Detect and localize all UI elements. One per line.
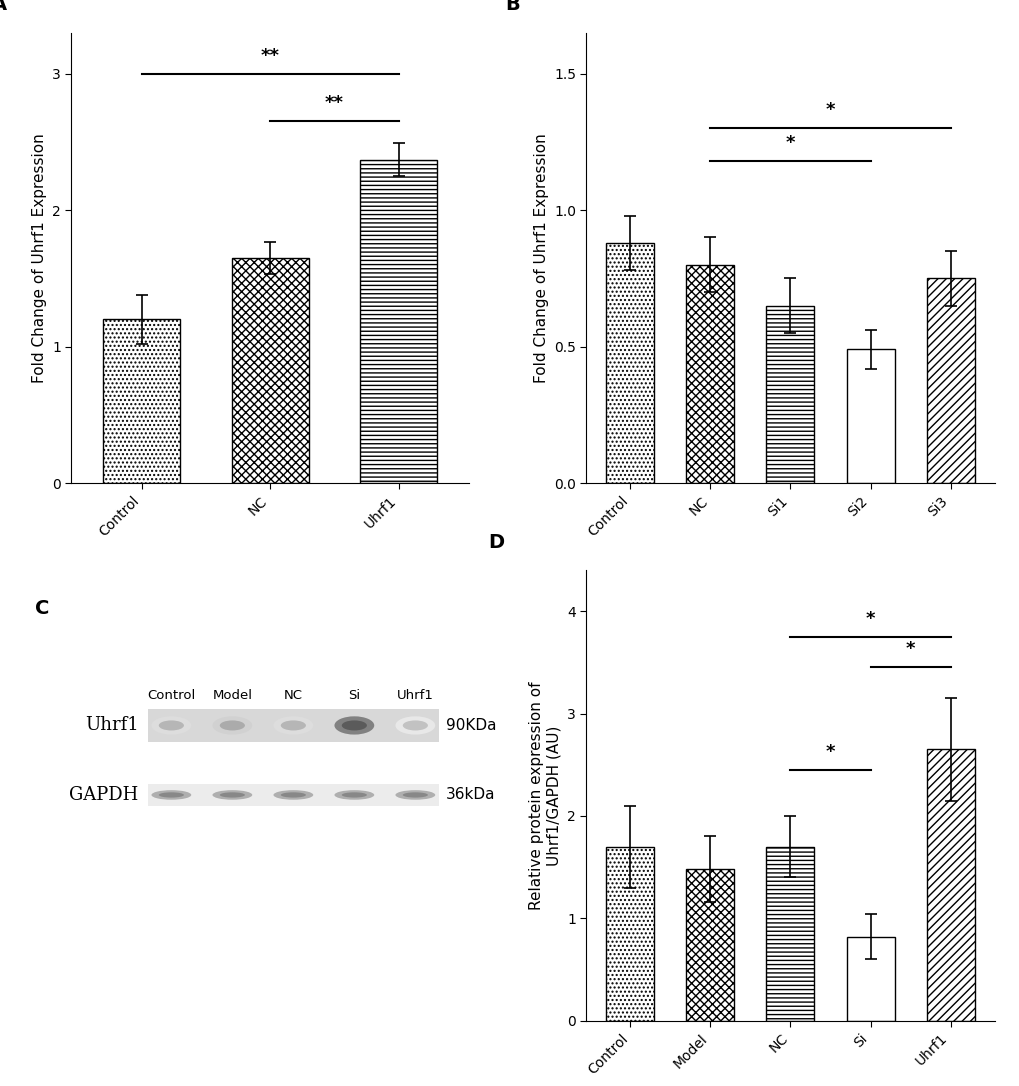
Text: Model: Model bbox=[212, 689, 252, 702]
Ellipse shape bbox=[280, 793, 306, 797]
Bar bbox=[686, 265, 734, 483]
Text: B: B bbox=[504, 0, 519, 14]
Text: GAPDH: GAPDH bbox=[69, 786, 139, 804]
Bar bbox=[360, 160, 437, 483]
Ellipse shape bbox=[341, 720, 367, 731]
Bar bbox=[606, 847, 654, 1021]
Text: **: ** bbox=[325, 94, 343, 112]
Ellipse shape bbox=[334, 791, 374, 799]
Ellipse shape bbox=[395, 791, 435, 799]
Text: *: * bbox=[825, 743, 835, 761]
Text: C: C bbox=[36, 599, 50, 618]
Ellipse shape bbox=[151, 791, 192, 799]
Text: Uhrf1: Uhrf1 bbox=[396, 689, 433, 702]
Text: *: * bbox=[905, 641, 914, 658]
Ellipse shape bbox=[280, 720, 306, 731]
Ellipse shape bbox=[219, 720, 245, 731]
Text: Si: Si bbox=[347, 689, 360, 702]
Text: A: A bbox=[0, 0, 7, 14]
Ellipse shape bbox=[273, 791, 313, 799]
Text: 36kDa: 36kDa bbox=[445, 787, 495, 803]
Ellipse shape bbox=[341, 793, 367, 797]
Bar bbox=[148, 784, 438, 806]
Bar bbox=[686, 869, 734, 1021]
Text: Uhrf1: Uhrf1 bbox=[85, 717, 139, 734]
Bar bbox=[148, 709, 438, 742]
Text: 90KDa: 90KDa bbox=[445, 718, 496, 733]
Ellipse shape bbox=[151, 717, 192, 734]
Ellipse shape bbox=[212, 791, 252, 799]
Text: NC: NC bbox=[283, 689, 303, 702]
Ellipse shape bbox=[334, 717, 374, 734]
Y-axis label: Fold Change of Uhrf1 Expression: Fold Change of Uhrf1 Expression bbox=[533, 134, 548, 382]
Text: D: D bbox=[488, 532, 504, 552]
Text: Control: Control bbox=[147, 689, 196, 702]
Bar bbox=[231, 257, 309, 483]
Y-axis label: Relative protein expression of
Uhrf1/GAPDH (AU): Relative protein expression of Uhrf1/GAP… bbox=[529, 681, 561, 910]
Ellipse shape bbox=[403, 793, 428, 797]
Ellipse shape bbox=[403, 720, 428, 731]
Bar bbox=[765, 306, 814, 483]
Ellipse shape bbox=[212, 717, 252, 734]
Bar bbox=[925, 749, 973, 1021]
Bar bbox=[846, 350, 894, 483]
Ellipse shape bbox=[159, 793, 183, 797]
Bar bbox=[765, 847, 814, 1021]
Bar bbox=[925, 278, 973, 483]
Text: *: * bbox=[825, 101, 835, 119]
Text: *: * bbox=[865, 609, 874, 628]
Ellipse shape bbox=[395, 717, 435, 734]
Text: **: ** bbox=[261, 47, 279, 64]
Ellipse shape bbox=[219, 793, 245, 797]
Bar bbox=[846, 937, 894, 1021]
Bar bbox=[606, 243, 654, 483]
Bar bbox=[103, 319, 180, 483]
Ellipse shape bbox=[273, 717, 313, 734]
Text: *: * bbox=[785, 134, 795, 152]
Ellipse shape bbox=[159, 720, 183, 731]
Y-axis label: Fold Change of Uhrf1 Expression: Fold Change of Uhrf1 Expression bbox=[32, 134, 47, 382]
